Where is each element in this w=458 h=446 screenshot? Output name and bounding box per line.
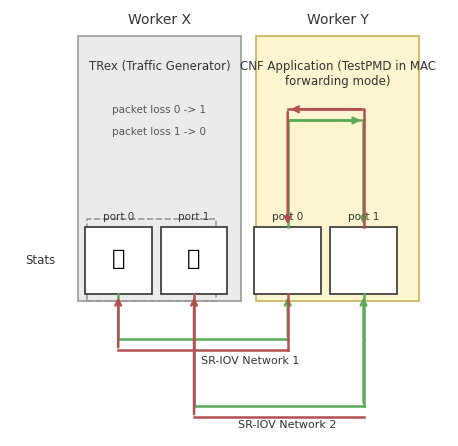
FancyBboxPatch shape [78,36,241,301]
Text: packet loss 1 -> 0: packet loss 1 -> 0 [113,127,207,137]
FancyBboxPatch shape [256,36,420,301]
FancyBboxPatch shape [161,227,228,294]
Text: packet loss 0 -> 1: packet loss 0 -> 1 [113,105,207,115]
FancyBboxPatch shape [330,227,397,294]
Text: CNF Application (TestPMD in MAC
forwarding mode): CNF Application (TestPMD in MAC forwardi… [240,60,436,88]
Text: 🚀: 🚀 [111,249,125,268]
Text: SR-IOV Network 2: SR-IOV Network 2 [239,420,337,430]
FancyBboxPatch shape [254,227,321,294]
Text: port 1: port 1 [348,212,379,222]
Text: SR-IOV Network 1: SR-IOV Network 1 [201,356,299,366]
FancyBboxPatch shape [85,227,152,294]
Text: port 0: port 0 [103,212,134,222]
Text: Worker Y: Worker Y [307,13,369,27]
Text: port 0: port 0 [272,212,303,222]
Text: 🖥: 🖥 [187,249,201,268]
Text: TRex (Traffic Generator): TRex (Traffic Generator) [89,60,230,73]
Text: Stats: Stats [25,254,55,268]
Text: port 1: port 1 [178,212,210,222]
Text: Worker X: Worker X [128,13,191,27]
